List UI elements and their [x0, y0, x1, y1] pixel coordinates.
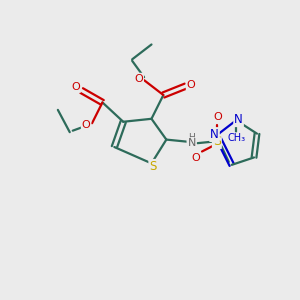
Text: O: O — [191, 153, 200, 163]
Text: H: H — [188, 133, 195, 142]
Text: O: O — [213, 112, 222, 122]
Text: O: O — [71, 82, 80, 92]
Text: S: S — [149, 160, 157, 173]
Text: O: O — [134, 74, 143, 84]
Text: N: N — [234, 113, 243, 126]
Text: O: O — [82, 120, 91, 130]
Text: O: O — [187, 80, 195, 90]
Text: S: S — [213, 135, 221, 148]
Text: CH₃: CH₃ — [227, 133, 245, 143]
Text: N: N — [188, 138, 196, 148]
Text: N: N — [210, 128, 219, 141]
